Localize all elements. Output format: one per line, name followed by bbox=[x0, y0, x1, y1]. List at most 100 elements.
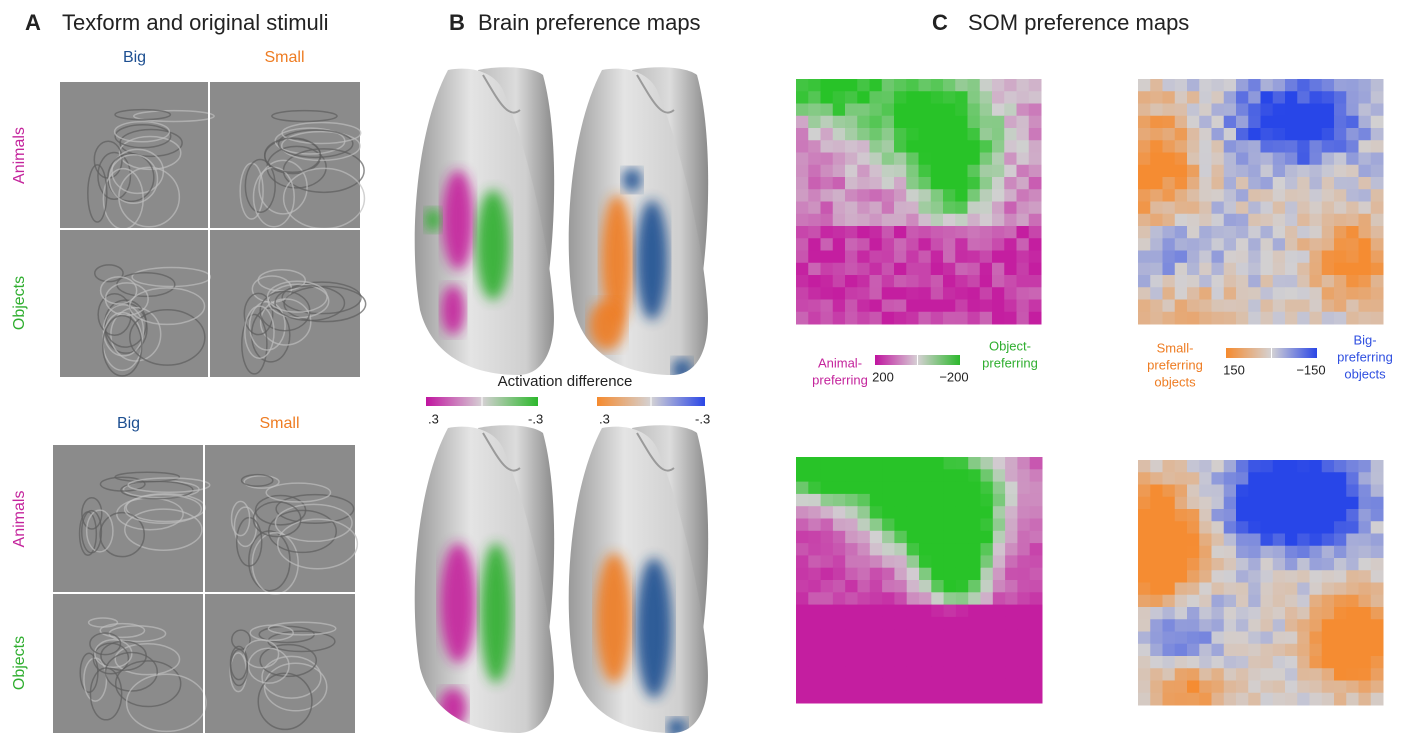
som-cell bbox=[821, 153, 834, 166]
som-cell bbox=[1285, 497, 1298, 510]
som-cell bbox=[1212, 189, 1225, 202]
som-cell bbox=[845, 519, 858, 532]
som-cell bbox=[1005, 629, 1018, 642]
som-cell bbox=[1359, 202, 1372, 215]
som-cell bbox=[992, 287, 1005, 300]
som-cell bbox=[1150, 312, 1163, 325]
som-cell bbox=[1322, 509, 1335, 522]
som-cell bbox=[1199, 79, 1212, 92]
som-cell bbox=[1297, 583, 1310, 596]
som-cell bbox=[1297, 472, 1310, 485]
som-cell bbox=[1224, 619, 1237, 632]
som-cell bbox=[907, 568, 920, 581]
column-label: Big bbox=[117, 415, 140, 432]
som-cell bbox=[955, 312, 968, 325]
som-cell bbox=[1236, 693, 1249, 706]
som-cell bbox=[1004, 300, 1017, 313]
som-cell bbox=[1310, 546, 1323, 559]
legend-label: preferring bbox=[1337, 349, 1393, 364]
som-cell bbox=[821, 91, 834, 104]
som-cell bbox=[1163, 128, 1176, 141]
som-cell bbox=[1359, 128, 1372, 141]
som-cell bbox=[955, 104, 968, 117]
som-cell bbox=[1029, 251, 1042, 264]
som-cell bbox=[1150, 140, 1163, 153]
som-cell bbox=[1346, 644, 1359, 657]
som-cell bbox=[1359, 165, 1372, 178]
som-cell bbox=[858, 678, 871, 691]
som-cell bbox=[1017, 568, 1030, 581]
som-cell bbox=[993, 678, 1006, 691]
som-cell bbox=[1187, 681, 1200, 694]
som-cell bbox=[858, 691, 871, 704]
som-cell bbox=[857, 104, 870, 117]
som-cell bbox=[894, 629, 907, 642]
som-cell bbox=[1261, 607, 1274, 620]
som-cell bbox=[1163, 312, 1176, 325]
som-cell bbox=[882, 494, 895, 507]
som-cell bbox=[1334, 153, 1347, 166]
som-cell bbox=[1150, 287, 1163, 300]
som-cell bbox=[1297, 681, 1310, 694]
som-cell bbox=[955, 165, 968, 178]
som-cell bbox=[992, 165, 1005, 178]
som-cell bbox=[1310, 509, 1323, 522]
som-cell bbox=[1017, 104, 1030, 117]
som-cell bbox=[968, 165, 981, 178]
som-cell bbox=[1138, 521, 1151, 534]
som-cell bbox=[1224, 177, 1237, 190]
som-cell bbox=[1030, 506, 1043, 519]
som-cell bbox=[1187, 546, 1200, 559]
som-cell bbox=[919, 91, 932, 104]
activation-blob bbox=[622, 168, 642, 192]
som-cell bbox=[1150, 485, 1163, 498]
som-cell bbox=[1236, 116, 1249, 129]
som-cell bbox=[944, 629, 957, 642]
som-cell bbox=[1371, 619, 1384, 632]
som-cell bbox=[968, 202, 981, 215]
som-cell bbox=[1150, 214, 1163, 227]
som-cell bbox=[1150, 668, 1163, 681]
row-label: Objects bbox=[11, 636, 28, 690]
som-cell bbox=[1371, 202, 1384, 215]
som-cell bbox=[1199, 238, 1212, 251]
som-cell bbox=[1004, 214, 1017, 227]
som-cell bbox=[821, 691, 834, 704]
som-cell bbox=[858, 629, 871, 642]
som-cell bbox=[919, 177, 932, 190]
som-cell bbox=[1150, 116, 1163, 129]
som-cell bbox=[894, 263, 907, 276]
som-cell bbox=[1005, 531, 1018, 544]
colorbar-label: −150 bbox=[1296, 362, 1325, 377]
som-cell bbox=[1004, 251, 1017, 264]
som-cell bbox=[906, 177, 919, 190]
som-cell bbox=[944, 580, 957, 593]
som-cell bbox=[882, 555, 895, 568]
som-cell bbox=[1359, 460, 1372, 473]
som-cell bbox=[821, 251, 834, 264]
som-cell bbox=[1359, 79, 1372, 92]
som-cell bbox=[955, 91, 968, 104]
som-cell bbox=[1017, 189, 1030, 202]
som-cell bbox=[1248, 583, 1261, 596]
som-cell bbox=[796, 177, 809, 190]
som-cell bbox=[919, 654, 932, 667]
som-cell bbox=[1017, 654, 1030, 667]
som-cell bbox=[1236, 202, 1249, 215]
som-cell bbox=[980, 275, 993, 288]
som-cell bbox=[1310, 656, 1323, 669]
som-cell bbox=[1248, 534, 1261, 547]
som-cell bbox=[906, 79, 919, 92]
som-cell bbox=[992, 312, 1005, 325]
som-cell bbox=[943, 116, 956, 129]
som-cell bbox=[1163, 644, 1176, 657]
som-cell bbox=[944, 543, 957, 556]
som-cell bbox=[808, 165, 821, 178]
brain-map bbox=[569, 425, 708, 733]
som-cell bbox=[870, 165, 883, 178]
som-cell bbox=[1310, 595, 1323, 608]
som-cell bbox=[821, 214, 834, 227]
som-cell bbox=[870, 251, 883, 264]
som-cell bbox=[821, 666, 834, 679]
som-map bbox=[796, 79, 1042, 325]
